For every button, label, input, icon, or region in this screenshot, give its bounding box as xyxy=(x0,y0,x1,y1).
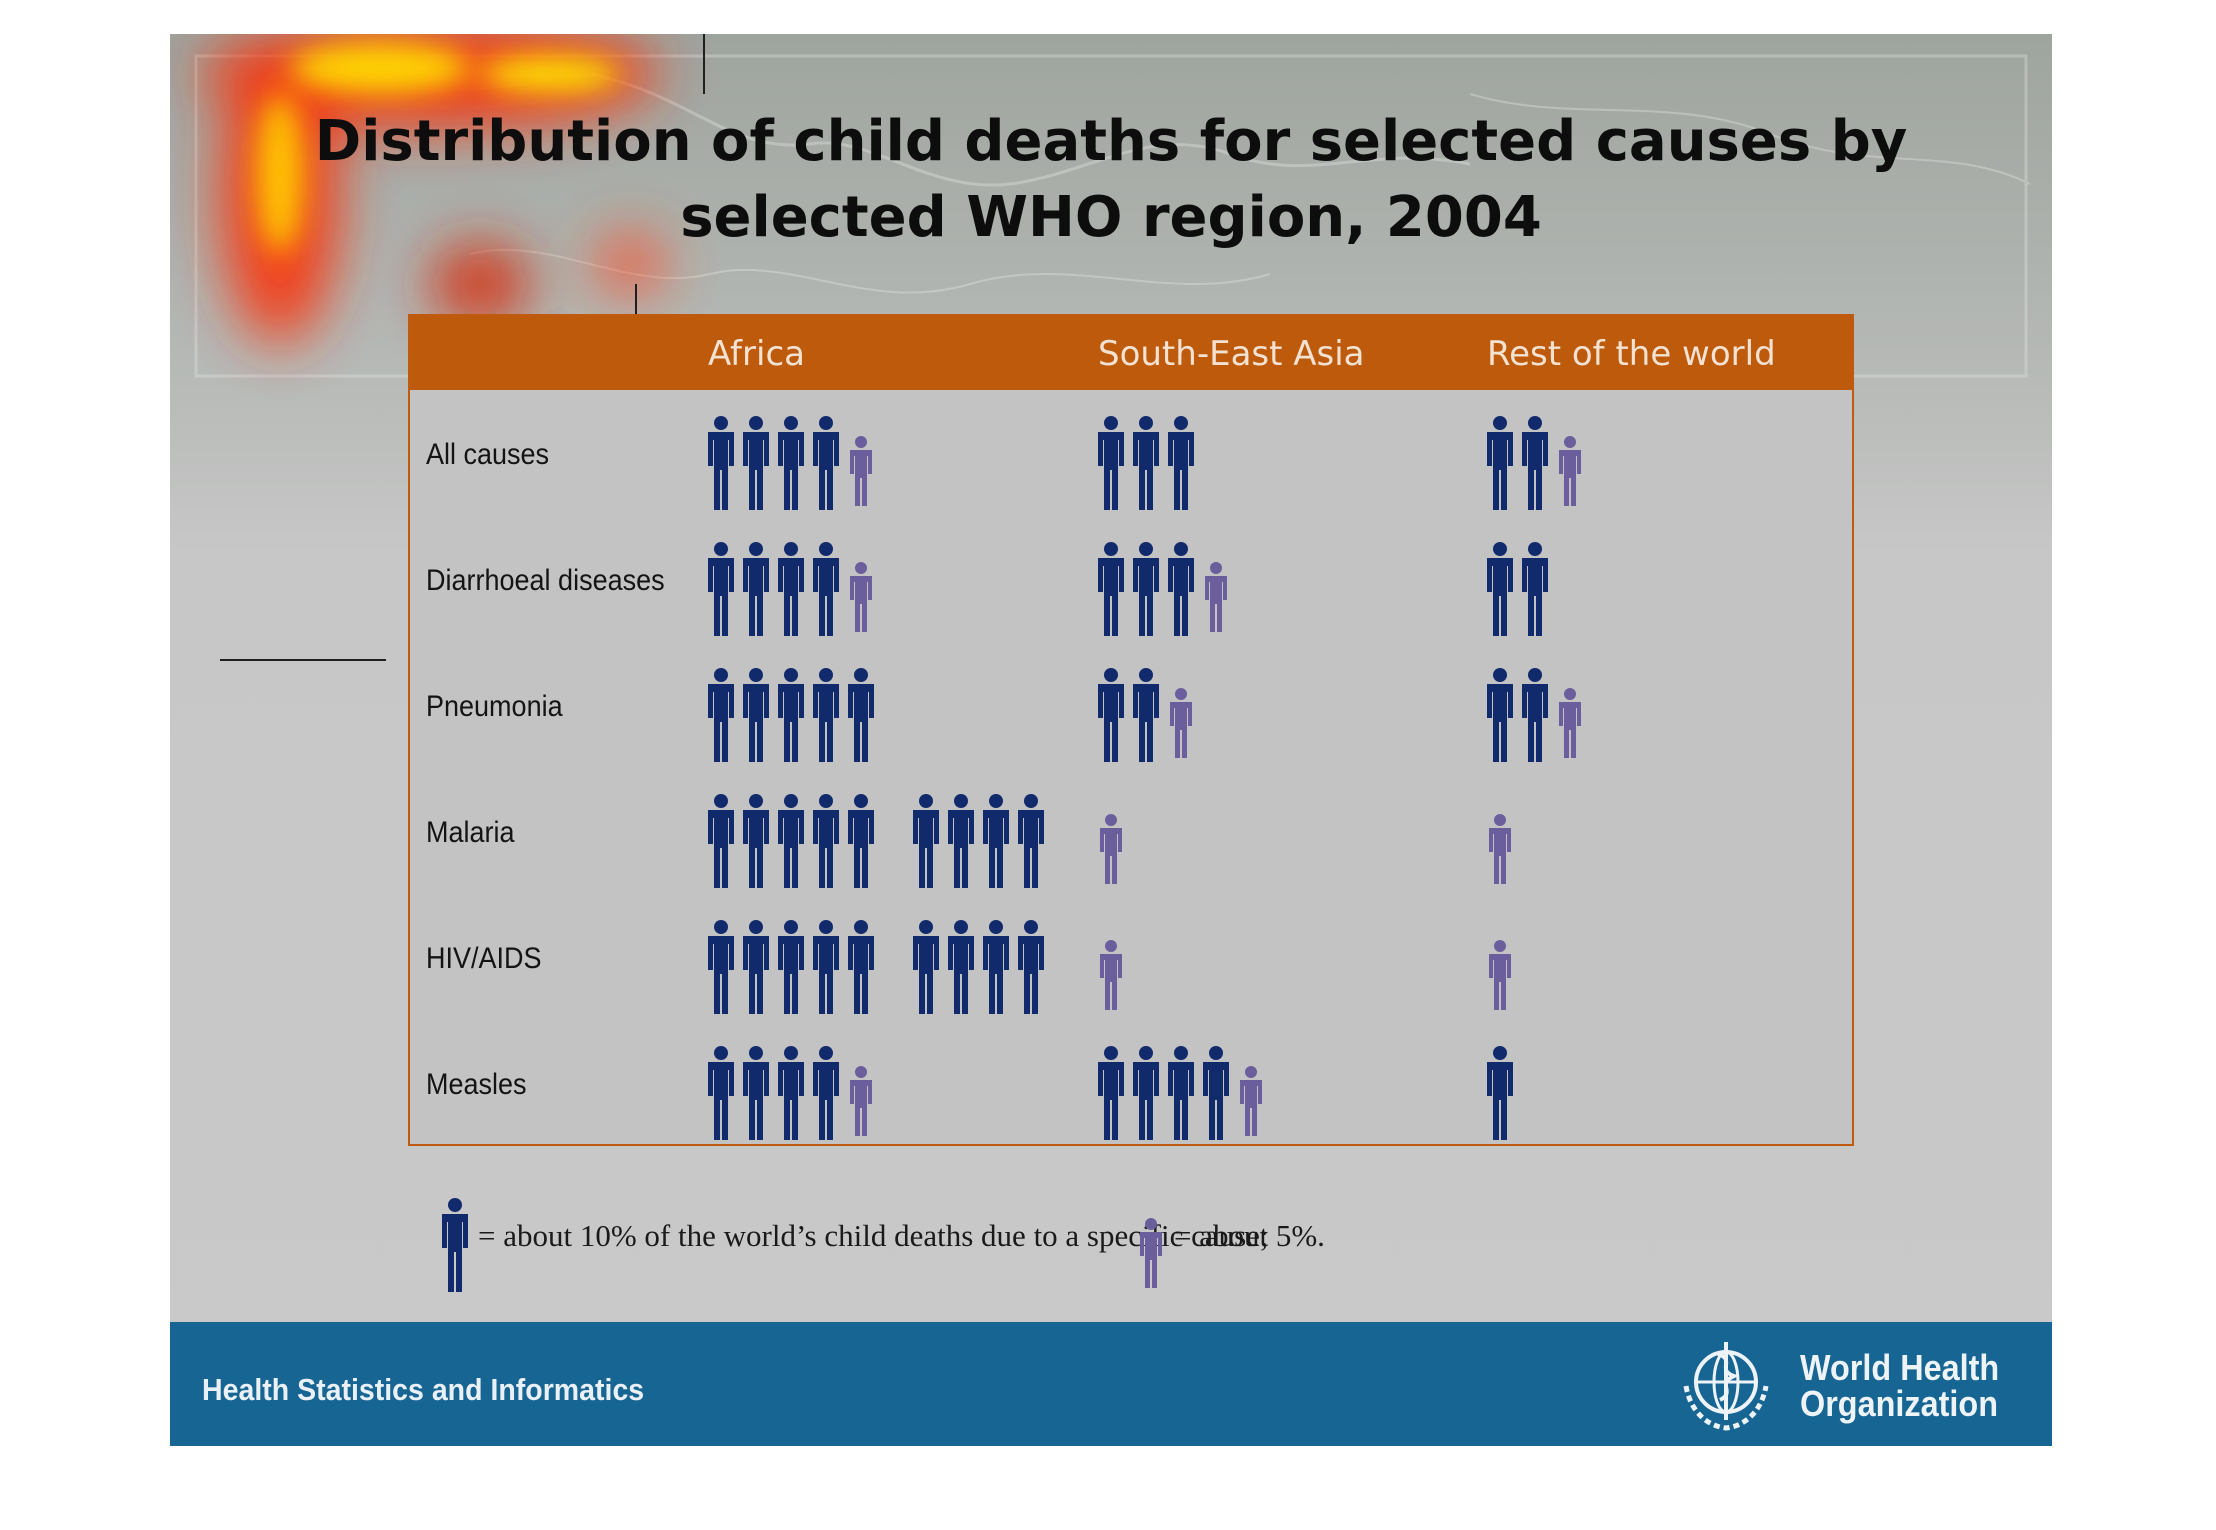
figure-10pct-icon xyxy=(913,920,939,1014)
who-name-line-2: Organization xyxy=(1800,1383,1999,1424)
figure-5pct-icon xyxy=(1170,688,1192,758)
figure-10pct-icon xyxy=(708,1046,734,1140)
row-label-measles: Measles xyxy=(426,1068,527,1101)
figure-10pct-icon xyxy=(983,794,1009,888)
figure-5pct-icon xyxy=(1205,562,1227,632)
figure-10pct-icon xyxy=(1487,668,1513,762)
row-label-pneumonia: Pneumonia xyxy=(426,690,563,723)
guide-line xyxy=(635,284,637,316)
figure-10pct-icon xyxy=(743,542,769,636)
row-label-hiv-aids: HIV/AIDS xyxy=(426,942,542,975)
guide-line xyxy=(703,34,705,94)
who-name-line-1: World Health xyxy=(1800,1347,2000,1388)
figure-10pct-icon xyxy=(743,920,769,1014)
figure-10pct-icon xyxy=(1487,542,1513,636)
figure-10pct-icon xyxy=(1018,794,1044,888)
figure-10pct-icon xyxy=(1133,542,1159,636)
figure-10pct-icon xyxy=(848,668,874,762)
figure-10pct-icon xyxy=(778,794,804,888)
row-label-all-causes: All causes xyxy=(426,438,550,471)
pictogram-table: Africa South-East Asia Rest of the world… xyxy=(408,314,1854,1146)
figure-10pct-icon xyxy=(1098,416,1124,510)
legend-figure-5pct-icon xyxy=(1140,1218,1162,1288)
figure-5pct-icon xyxy=(850,436,872,506)
figure-10pct-icon xyxy=(1487,416,1513,510)
figure-5pct-icon xyxy=(1559,436,1581,506)
figure-10pct-icon xyxy=(778,1046,804,1140)
figure-5pct-icon xyxy=(1100,940,1122,1010)
pictogram-grid xyxy=(708,416,1581,1140)
figure-10pct-icon xyxy=(743,1046,769,1140)
table-header: Africa South-East Asia Rest of the world xyxy=(410,316,1852,390)
figure-5pct-icon xyxy=(1559,688,1581,758)
figure-10pct-icon xyxy=(1168,542,1194,636)
figure-5pct-icon xyxy=(1489,814,1511,884)
figure-10pct-icon xyxy=(1133,668,1159,762)
figure-10pct-icon xyxy=(848,920,874,1014)
legend-figure-10pct-icon xyxy=(442,1198,468,1292)
figure-5pct-icon xyxy=(850,562,872,632)
figure-10pct-icon xyxy=(1133,1046,1159,1140)
figure-10pct-icon xyxy=(778,416,804,510)
figure-5pct-icon xyxy=(850,1066,872,1136)
figure-10pct-icon xyxy=(708,668,734,762)
figure-10pct-icon xyxy=(708,794,734,888)
figure-10pct-icon xyxy=(1168,416,1194,510)
slide: Distribution of child deaths for selecte… xyxy=(170,34,2052,1446)
figure-10pct-icon xyxy=(778,668,804,762)
figure-10pct-icon xyxy=(1522,416,1548,510)
figure-10pct-icon xyxy=(1522,542,1548,636)
figure-10pct-icon xyxy=(743,668,769,762)
figure-10pct-icon xyxy=(743,794,769,888)
column-header-rest-of-world: Rest of the world xyxy=(1487,334,1776,374)
legend-large-figure-icon xyxy=(442,1198,468,1292)
column-header-africa: Africa xyxy=(708,334,805,374)
footer-bar: Health Statistics and Informatics World … xyxy=(170,1322,2052,1446)
figure-5pct-icon xyxy=(1240,1066,1262,1136)
figure-10pct-icon xyxy=(708,920,734,1014)
figure-10pct-icon xyxy=(1168,1046,1194,1140)
figure-10pct-icon xyxy=(813,1046,839,1140)
figure-10pct-icon xyxy=(813,542,839,636)
title-line-2: selected WHO region, 2004 xyxy=(680,185,1542,250)
figure-10pct-icon xyxy=(948,794,974,888)
row-label-malaria: Malaria xyxy=(426,816,515,849)
figure-10pct-icon xyxy=(1098,668,1124,762)
figure-10pct-icon xyxy=(743,416,769,510)
who-emblem-icon xyxy=(1683,1342,1769,1431)
footer-department-text: Health Statistics and Informatics xyxy=(202,1372,645,1407)
figure-10pct-icon xyxy=(848,794,874,888)
figure-5pct-icon xyxy=(1100,814,1122,884)
figure-10pct-icon xyxy=(1203,1046,1229,1140)
legend-small-figure-icon xyxy=(1140,1218,1162,1288)
figure-10pct-icon xyxy=(813,794,839,888)
figure-10pct-icon xyxy=(813,920,839,1014)
figure-10pct-icon xyxy=(778,920,804,1014)
chart-title: Distribution of child deaths for selecte… xyxy=(170,104,2052,256)
figure-10pct-icon xyxy=(1098,1046,1124,1140)
figure-10pct-icon xyxy=(1487,1046,1513,1140)
guide-line xyxy=(220,659,386,661)
legend-large-text: = about 10% of the world’s child deaths … xyxy=(478,1218,1269,1253)
figure-10pct-icon xyxy=(708,542,734,636)
figure-10pct-icon xyxy=(1133,416,1159,510)
figure-10pct-icon xyxy=(913,794,939,888)
figure-10pct-icon xyxy=(1018,920,1044,1014)
legend-small-text: = about 5%. xyxy=(1174,1218,1325,1253)
legend: = about 10% of the world’s child deaths … xyxy=(420,1184,1920,1292)
figure-10pct-icon xyxy=(948,920,974,1014)
figure-10pct-icon xyxy=(813,668,839,762)
row-label-diarrhoeal-diseases: Diarrhoeal diseases xyxy=(426,564,665,597)
figure-10pct-icon xyxy=(813,416,839,510)
column-header-south-east-asia: South-East Asia xyxy=(1098,334,1365,374)
who-name: World Health Organization xyxy=(1800,1350,1999,1422)
figure-10pct-icon xyxy=(983,920,1009,1014)
figure-10pct-icon xyxy=(1098,542,1124,636)
figure-5pct-icon xyxy=(1489,940,1511,1010)
figure-10pct-icon xyxy=(708,416,734,510)
title-line-1: Distribution of child deaths for selecte… xyxy=(314,109,1908,174)
figure-10pct-icon xyxy=(778,542,804,636)
figure-10pct-icon xyxy=(1522,668,1548,762)
